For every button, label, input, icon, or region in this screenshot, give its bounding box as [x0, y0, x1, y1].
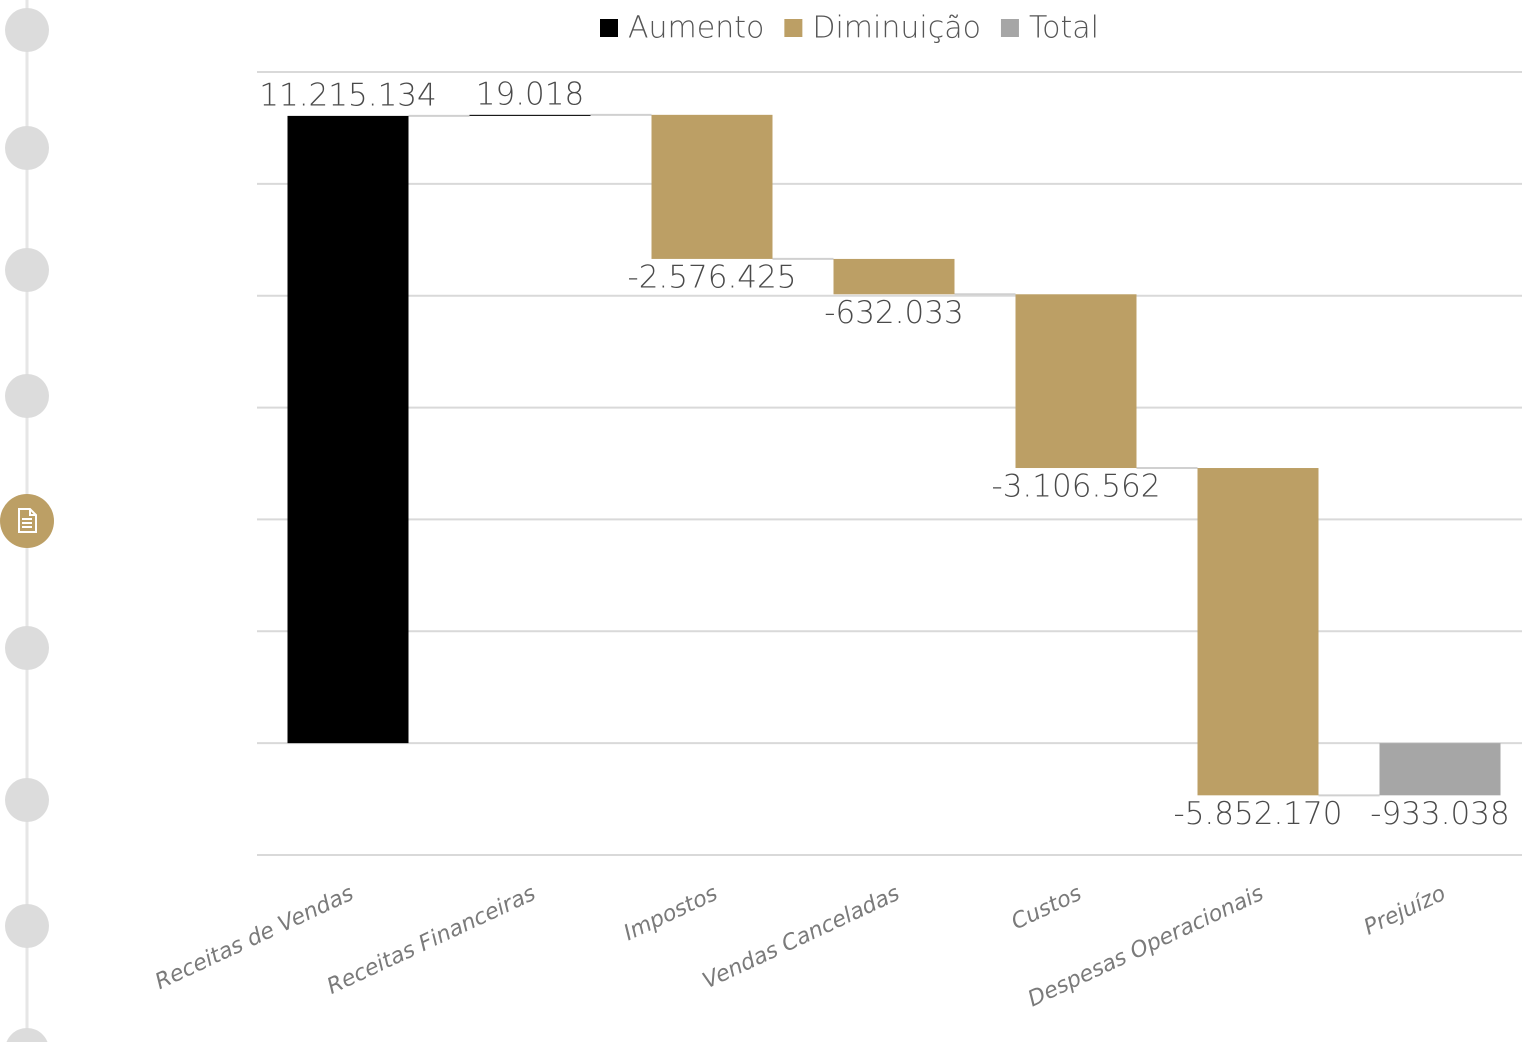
legend-swatch: [600, 19, 618, 37]
data-label: -5.852.170: [1174, 796, 1343, 832]
nav-dot[interactable]: [5, 374, 49, 418]
legend-label: Total: [1029, 11, 1099, 46]
nav-dot[interactable]: [5, 8, 49, 52]
bar: [1197, 468, 1319, 796]
nav-dot[interactable]: [5, 1028, 49, 1042]
x-tick-label: Receitas Financeiras: [323, 881, 539, 1000]
bar: [1379, 743, 1501, 796]
bar: [287, 115, 409, 744]
nav-dot[interactable]: [5, 126, 49, 170]
data-label: -632.033: [824, 295, 963, 331]
document-icon: [18, 508, 37, 533]
data-label: -933.038: [1370, 796, 1509, 832]
bar: [833, 258, 955, 295]
legend-label: Aumento: [628, 11, 764, 46]
bar: [651, 114, 773, 259]
legend-label: Diminuição: [812, 11, 981, 46]
nav-dot[interactable]: [5, 778, 49, 822]
data-label: -2.576.425: [628, 259, 797, 295]
data-label: 19.018: [476, 76, 584, 112]
data-label: -3.106.562: [992, 469, 1161, 505]
x-tick-label: Impostos: [620, 881, 722, 946]
x-tick-label: Vendas Canceladas: [699, 881, 904, 994]
data-label: 11.215.134: [259, 77, 437, 113]
sidebar: [0, 0, 54, 1042]
legend-swatch: [784, 19, 803, 37]
x-tick-label: Custos: [1008, 881, 1086, 935]
nav-dot[interactable]: [5, 248, 49, 292]
nav-dot[interactable]: [5, 626, 49, 670]
bar: [1015, 294, 1137, 469]
x-tick-label: Prejuízo: [1360, 881, 1449, 940]
legend-swatch: [1000, 19, 1019, 37]
nav-dot-active[interactable]: [0, 494, 54, 548]
nav-dot[interactable]: [5, 904, 49, 948]
bar: [469, 114, 591, 116]
